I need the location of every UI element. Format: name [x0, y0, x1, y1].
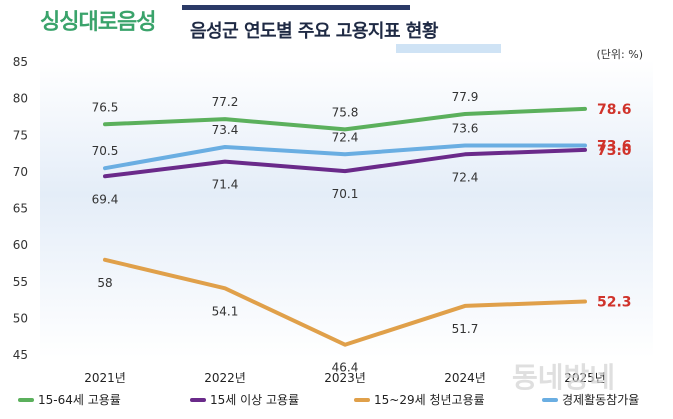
data-label-latest: 73.6 [597, 139, 632, 155]
data-label: 72.4 [452, 170, 479, 184]
data-label: 46.4 [332, 361, 359, 375]
watermark-text: 동네방네 [512, 361, 616, 394]
data-label: 54.1 [212, 304, 239, 318]
legend-swatch [354, 397, 370, 402]
series-line [103, 143, 587, 171]
brand-logo: 싱싱대로음성 [40, 10, 156, 35]
title-accent-bar [396, 44, 501, 53]
y-tick-label: 85 [13, 55, 28, 69]
data-label-latest: 78.6 [597, 102, 632, 118]
legend-item: 15-64세 고용률 [18, 391, 121, 408]
legend-item: 경제활동참가율 [542, 391, 639, 408]
data-label: 69.4 [92, 192, 119, 206]
data-label: 72.4 [332, 130, 359, 144]
title-decoration-bar [182, 5, 410, 10]
legend-swatch [18, 397, 34, 402]
legend-label: 15세 이상 고용률 [210, 393, 300, 407]
y-tick-label: 60 [13, 238, 28, 252]
chart-title: 음성군 연도별 주요 고용지표 현황 [190, 21, 438, 42]
y-axis: 45 50 55 60 65 70 75 80 85 [13, 55, 28, 362]
legend-swatch [190, 397, 206, 402]
x-tick-label: 2023년 [324, 371, 366, 385]
series-line [103, 147, 587, 179]
data-label: 70.5 [92, 144, 119, 158]
legend-label: 경제활동참가율 [562, 393, 640, 407]
x-tick-label: 2024년 [444, 371, 486, 385]
y-tick-label: 65 [13, 202, 28, 216]
y-tick-label: 55 [13, 275, 28, 289]
x-axis: 2021년 2022년 2023년 2024년 2025년 [84, 371, 606, 385]
legend-item: 15세 이상 고용률 [190, 391, 299, 408]
point-labels: 76.5 77.2 75.8 77.9 78.6 69.4 71.4 70.1 72.4 73.0… [92, 90, 632, 375]
y-tick-label: 75 [13, 128, 28, 142]
data-label: 58 [97, 276, 112, 290]
unit-label: (단위: %) [596, 48, 643, 61]
data-label: 70.1 [332, 187, 359, 201]
data-label-latest: 52.3 [597, 295, 632, 311]
x-tick-label: 2021년 [84, 371, 126, 385]
series-lines [103, 106, 587, 347]
x-tick-label: 2022년 [204, 371, 246, 385]
data-label: 73.6 [452, 122, 479, 136]
data-label: 77.2 [212, 95, 239, 109]
data-label: 75.8 [332, 105, 359, 119]
data-label: 51.7 [452, 322, 479, 336]
legend-item: 15~29세 청년고용률 [354, 391, 485, 408]
data-label: 77.9 [452, 90, 479, 104]
data-label: 71.4 [212, 178, 239, 192]
y-tick-label: 45 [13, 348, 28, 362]
y-tick-label: 80 [13, 92, 28, 106]
data-label: 73.4 [212, 123, 239, 137]
chart-legend: 15-64세 고용률 15세 이상 고용률 15~29세 청년고용률 경제활동참가율 [18, 391, 658, 411]
x-tick-label: 2025년 [564, 371, 606, 385]
y-tick-label: 70 [13, 165, 28, 179]
y-tick-label: 50 [13, 311, 28, 325]
series-line [103, 257, 587, 347]
legend-label: 15~29세 청년고용률 [374, 393, 485, 407]
legend-label: 15-64세 고용률 [38, 393, 121, 407]
data-label-latest: 73.0 [597, 143, 632, 159]
series-line [103, 106, 587, 132]
data-label: 76.5 [92, 100, 119, 114]
legend-swatch [542, 397, 558, 402]
